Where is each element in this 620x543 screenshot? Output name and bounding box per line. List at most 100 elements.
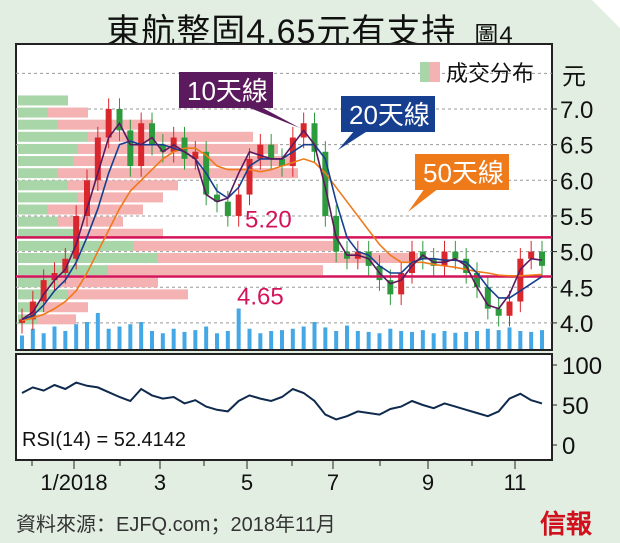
candle-body — [159, 144, 166, 152]
volume-bar — [420, 330, 425, 349]
source-note: 資料來源：EJFQ.com；2018年11月 — [16, 514, 336, 536]
volume-bar — [63, 331, 68, 349]
candle-body — [224, 201, 231, 216]
rsi-line — [21, 381, 543, 421]
volume-profile-pink-bar — [38, 314, 76, 325]
volume-profile-green-bar — [18, 95, 68, 106]
candle-body — [474, 272, 480, 288]
volume-profile-pink-bar — [73, 156, 293, 167]
volume-profile-green-bar — [18, 180, 68, 191]
ma10-line — [21, 121, 543, 321]
volume-bar — [366, 331, 371, 349]
candle-body — [517, 258, 524, 302]
volume-bar — [496, 330, 501, 349]
volume-bar — [529, 331, 534, 349]
volume-bar — [215, 333, 219, 349]
legend-volume-profile: 成交分布 — [446, 61, 534, 86]
volume-profile-green-bar — [18, 156, 73, 167]
candle-body — [495, 308, 502, 316]
ma50-callout-pointer — [408, 188, 439, 212]
x-tick-label: 5 — [241, 470, 253, 495]
volume-bar — [95, 313, 100, 349]
rsi-panel — [15, 353, 553, 461]
legend-swatch-green — [420, 62, 430, 82]
volume-bar — [160, 333, 165, 349]
volume-profile-pink-bar — [58, 277, 158, 288]
y-tick-label: 5.5 — [560, 204, 593, 231]
volume-bar — [269, 331, 274, 349]
volume-bar — [431, 333, 436, 349]
volume-bar — [128, 324, 133, 349]
candle-body — [192, 151, 199, 159]
volume-profile-green-bar — [18, 119, 58, 130]
volume-bar — [388, 328, 393, 349]
volume-bar — [41, 333, 46, 349]
volume-bar — [117, 326, 122, 349]
volume-bar — [312, 322, 317, 349]
volume-bar — [290, 328, 295, 349]
volume-bar — [30, 328, 35, 349]
volume-bar — [485, 328, 490, 349]
ma50-line — [21, 147, 543, 322]
volume-bar — [464, 331, 469, 349]
candle-body — [387, 280, 394, 295]
volume-bar — [52, 326, 57, 349]
volume-bar — [323, 327, 328, 349]
ma20-callout-box — [341, 96, 435, 132]
candle-body — [441, 251, 448, 266]
volume-profile-pink-bar — [58, 216, 123, 227]
volume-bar — [20, 335, 24, 349]
volume-profile-green-bar — [18, 168, 58, 179]
y-axis-unit: 元 — [562, 63, 586, 90]
volume-profile-green-bar — [18, 143, 78, 154]
level-label-465: 4.65 — [237, 284, 284, 311]
volume-bar — [236, 308, 241, 349]
volume-profile-pink-bar — [43, 302, 88, 313]
volume-profile-pink-bar — [108, 265, 323, 276]
volume-bar — [258, 333, 263, 349]
x-tick-label: 9 — [422, 470, 434, 495]
candle-body — [268, 144, 275, 159]
candle-body — [62, 258, 69, 273]
x-tick-label: 7 — [327, 470, 339, 495]
candle-body — [127, 130, 134, 167]
candle-body — [246, 158, 253, 195]
volume-bar — [377, 333, 382, 349]
volume-bar — [399, 331, 404, 349]
page-corner — [592, 0, 620, 28]
ma50-callout-label: 50天線 — [423, 158, 504, 188]
candle-body — [311, 123, 318, 152]
candle-body — [40, 280, 47, 302]
ma20-callout-label: 20天線 — [349, 100, 430, 130]
y-tick-label: 4.5 — [560, 275, 593, 302]
y-tick-label: 7.0 — [560, 97, 593, 124]
y-tick-label: 4.0 — [560, 311, 593, 338]
volume-profile-pink-bar — [48, 204, 143, 215]
volume-bar — [171, 328, 176, 349]
x-tick-label: 11 — [504, 470, 527, 495]
ma10-callout-box — [179, 72, 273, 108]
volume-profile-pink-bar — [88, 131, 253, 142]
candle-body — [105, 109, 112, 138]
candle-body — [94, 137, 101, 181]
volume-bar — [507, 327, 512, 349]
volume-bar — [247, 328, 252, 349]
volume-bar — [150, 331, 154, 349]
volume-bar — [106, 328, 111, 349]
volume-profile-pink-bar — [78, 192, 163, 203]
volume-bar — [540, 330, 544, 349]
ma10-callout-label: 10天線 — [187, 76, 268, 106]
volume-profile-green-bar — [18, 107, 48, 118]
volume-bar — [518, 331, 523, 349]
volume-profile-green-bar — [18, 277, 58, 288]
x-tick-label: 3 — [154, 470, 166, 495]
volume-bar — [301, 326, 306, 349]
ma20-callout-pointer — [338, 130, 369, 150]
volume-profile-pink-bar — [48, 107, 88, 118]
candle-body — [29, 301, 36, 320]
candle-body — [398, 272, 405, 295]
volume-bar — [85, 322, 89, 349]
volume-profile-green-bar — [18, 204, 48, 215]
volume-profile-pink-bar — [58, 168, 298, 179]
